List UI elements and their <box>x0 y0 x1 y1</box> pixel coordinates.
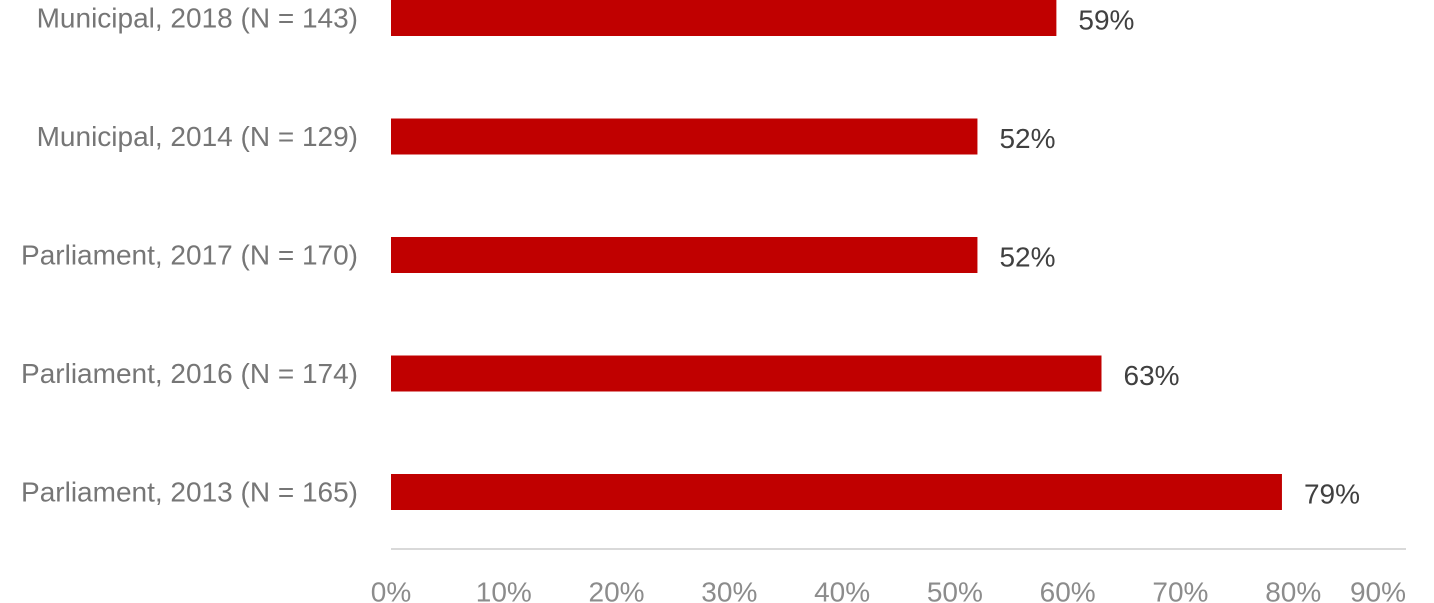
category-label: Municipal, 2014 (N = 129) <box>37 121 358 152</box>
bar <box>391 474 1282 510</box>
bar <box>391 237 978 273</box>
value-label: 52% <box>999 123 1055 154</box>
x-tick-label: 40% <box>814 577 870 603</box>
bars-group <box>391 0 1282 510</box>
x-tick-label: 50% <box>927 577 983 603</box>
x-tick-label: 0% <box>371 577 411 603</box>
x-tick-label: 80% <box>1265 577 1321 603</box>
x-tick-label: 30% <box>701 577 757 603</box>
x-tick-label: 10% <box>476 577 532 603</box>
category-label: Parliament, 2016 (N = 174) <box>21 358 358 389</box>
bar <box>391 118 978 155</box>
x-tick-label: 90% <box>1350 577 1406 603</box>
x-tick-labels-group: 0% 10% 20% 30% 40% 50% 60% 70% 80% 90% <box>371 577 1406 603</box>
value-label: 52% <box>999 242 1055 273</box>
x-tick-label: 70% <box>1152 577 1208 603</box>
value-label: 59% <box>1078 5 1134 36</box>
value-labels-group: 59% 52% 52% 63% 79% <box>999 5 1360 510</box>
x-tick-label: 60% <box>1040 577 1096 603</box>
bar <box>391 355 1102 392</box>
x-tick-label: 20% <box>589 577 645 603</box>
category-label: Parliament, 2017 (N = 170) <box>21 240 358 271</box>
category-label: Parliament, 2013 (N = 165) <box>21 477 358 508</box>
bar <box>391 0 1057 36</box>
value-label: 63% <box>1124 360 1180 391</box>
category-label: Municipal, 2018 (N = 143) <box>37 3 358 34</box>
value-label: 79% <box>1304 479 1360 510</box>
category-labels-group: Municipal, 2018 (N = 143) Municipal, 2014… <box>21 3 358 508</box>
